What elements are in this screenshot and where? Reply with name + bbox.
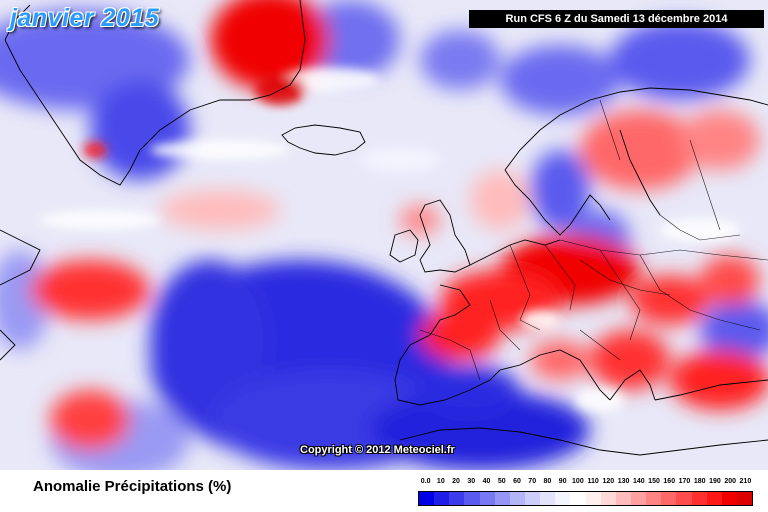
legend-swatch <box>464 492 480 505</box>
country-borders <box>419 99 768 381</box>
legend-tick-label: 150 <box>648 478 660 485</box>
legend-tick-label: 80 <box>543 478 552 485</box>
anomaly-map: janvier 2015 Run CFS 6 Z du Samedi 13 dé… <box>0 0 768 470</box>
legend-swatch <box>509 492 525 505</box>
legend-tick-label: 120 <box>602 478 615 485</box>
legend-swatch <box>449 492 465 505</box>
legend-swatch <box>646 492 662 505</box>
metric-label: Anomalie Précipitations (%) <box>33 478 232 495</box>
color-legend: 0.0 10 20 30 40 50 60 70 80 90 100 110 120 130 140 150 1… <box>418 478 753 508</box>
legend-swatch <box>721 492 737 505</box>
legend-tick-label: 210 <box>739 478 752 485</box>
anomaly-detail <box>40 68 740 412</box>
legend-swatch <box>615 492 631 505</box>
legend-tick-label: 90 <box>558 478 567 485</box>
legend-swatch <box>540 492 556 505</box>
legend-tick-label: 110 <box>587 478 599 485</box>
legend-swatch <box>555 492 571 505</box>
run-info: Run CFS 6 Z du Samedi 13 décembre 2014 <box>469 10 764 28</box>
legend-bar <box>418 491 753 506</box>
legend-swatch <box>434 492 450 505</box>
legend-labels: 0.0 10 20 30 40 50 60 70 80 90 100 110 120 130 140 150 1… <box>418 478 753 490</box>
map-title: janvier 2015 <box>10 4 160 32</box>
legend-tick-label: 140 <box>632 478 645 485</box>
legend-swatch <box>691 492 707 505</box>
legend-tick-label: 180 <box>693 478 706 485</box>
map-canvas <box>0 0 768 470</box>
legend-swatch <box>419 492 435 505</box>
legend-swatch <box>570 492 586 505</box>
legend-tick-label: 40 <box>482 478 491 485</box>
copyright-notice: Copyright © 2012 Meteociel.fr <box>300 444 455 456</box>
coastlines <box>0 0 768 456</box>
legend-tick-label: 30 <box>467 478 476 485</box>
legend-tick-label: 70 <box>528 478 537 485</box>
legend-swatch <box>736 492 753 505</box>
footer: Anomalie Précipitations (%) 0.0 10 20 30 40 5… <box>0 470 768 512</box>
legend-tick-label: 170 <box>678 478 691 485</box>
legend-tick-label: 50 <box>497 478 506 485</box>
legend-tick-label: 130 <box>617 478 630 485</box>
legend-tick-label: 100 <box>572 478 584 485</box>
legend-tick-label: 200 <box>724 478 736 485</box>
legend-swatch <box>661 492 677 505</box>
legend-swatch <box>494 492 510 505</box>
legend-swatch <box>676 492 692 505</box>
legend-tick-label: 60 <box>513 478 521 485</box>
legend-swatch <box>706 492 722 505</box>
legend-swatch <box>585 492 601 505</box>
legend-tick-label: 20 <box>452 478 460 485</box>
legend-tick-label: 0.0 <box>420 478 431 485</box>
legend-tick-label: 160 <box>663 478 676 485</box>
legend-swatch <box>630 492 647 505</box>
legend-swatch <box>524 492 541 505</box>
legend-tick-label: 10 <box>436 478 445 485</box>
legend-swatch <box>600 492 616 505</box>
legend-swatch <box>479 492 495 505</box>
legend-tick-label: 190 <box>709 478 721 485</box>
